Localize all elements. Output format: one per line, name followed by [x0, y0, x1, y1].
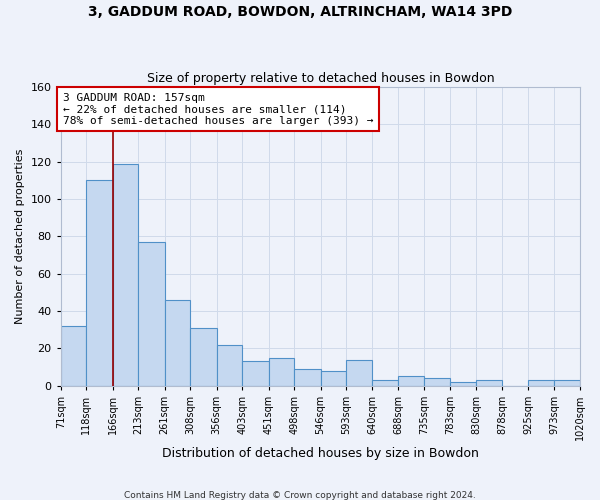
Bar	[190, 328, 217, 386]
Text: Contains HM Land Registry data © Crown copyright and database right 2024.: Contains HM Land Registry data © Crown c…	[124, 490, 476, 500]
Y-axis label: Number of detached properties: Number of detached properties	[15, 148, 25, 324]
Bar	[86, 180, 113, 386]
Bar	[61, 326, 86, 386]
Bar	[451, 382, 476, 386]
Title: Size of property relative to detached houses in Bowdon: Size of property relative to detached ho…	[146, 72, 494, 85]
Bar	[217, 344, 242, 386]
Bar	[554, 380, 580, 386]
Bar	[346, 360, 372, 386]
Bar	[269, 358, 295, 386]
Bar	[476, 380, 502, 386]
Bar	[528, 380, 554, 386]
Bar	[295, 369, 320, 386]
Bar	[139, 242, 164, 386]
Text: 3, GADDUM ROAD, BOWDON, ALTRINCHAM, WA14 3PD: 3, GADDUM ROAD, BOWDON, ALTRINCHAM, WA14…	[88, 5, 512, 19]
Text: 3 GADDUM ROAD: 157sqm
← 22% of detached houses are smaller (114)
78% of semi-det: 3 GADDUM ROAD: 157sqm ← 22% of detached …	[63, 92, 373, 126]
Bar	[398, 376, 424, 386]
Bar	[320, 370, 346, 386]
Bar	[164, 300, 190, 386]
Bar	[242, 362, 269, 386]
X-axis label: Distribution of detached houses by size in Bowdon: Distribution of detached houses by size …	[162, 447, 479, 460]
Bar	[372, 380, 398, 386]
Bar	[113, 164, 139, 386]
Bar	[424, 378, 451, 386]
